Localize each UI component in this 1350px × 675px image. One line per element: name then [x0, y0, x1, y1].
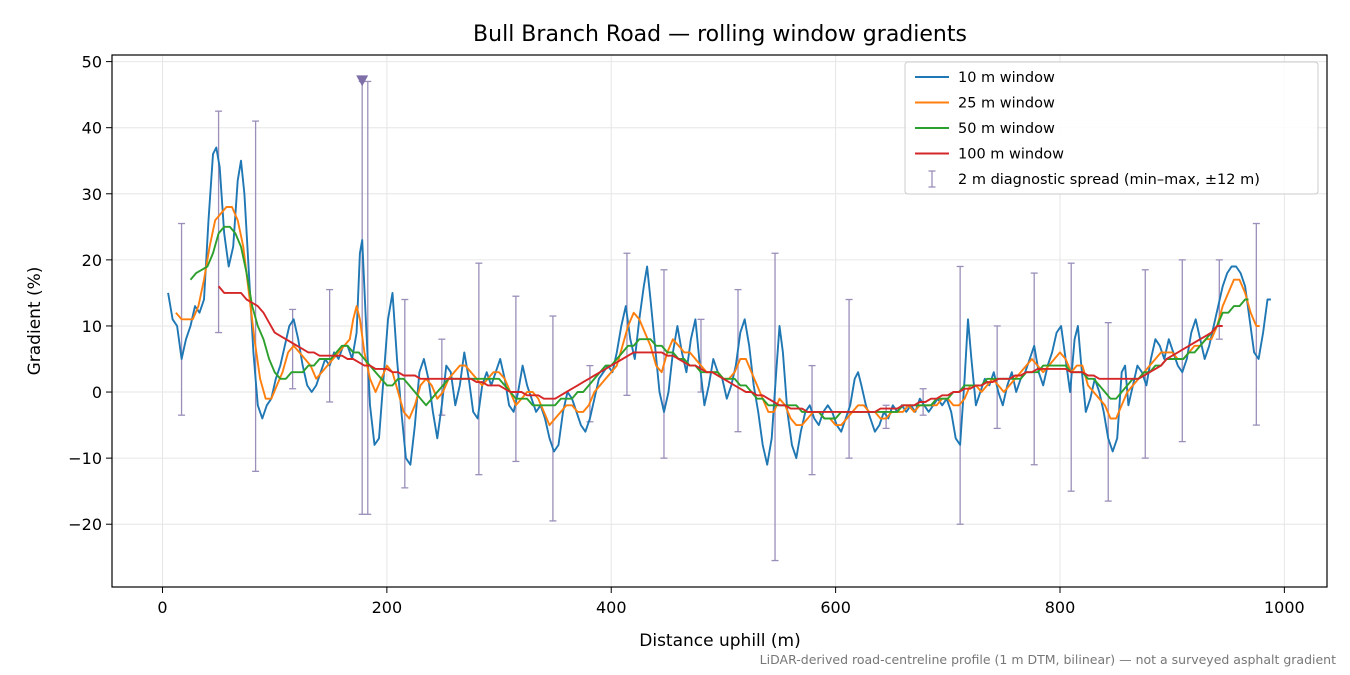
marker-layer — [356, 75, 369, 87]
error-bar — [956, 265, 964, 525]
error-bar — [512, 295, 520, 463]
x-tick-label: 400 — [596, 598, 627, 617]
error-bar — [586, 364, 594, 423]
y-tick-label: 20 — [82, 251, 102, 270]
x-tick-label: 800 — [1045, 598, 1076, 617]
series-line-4 — [217, 285, 1223, 413]
error-bar — [623, 252, 631, 396]
legend-label: 2 m diagnostic spread (min–max, ±12 m) — [958, 172, 1260, 188]
y-tick-label: 10 — [82, 317, 102, 336]
y-tick-label: 40 — [82, 119, 102, 138]
y-tick-label: −10 — [68, 449, 102, 468]
legend-label: 25 m window — [958, 96, 1055, 112]
grid — [112, 55, 1327, 587]
error-bar — [326, 288, 334, 403]
chart-title: Bull Branch Road — rolling window gradie… — [473, 22, 967, 47]
y-tick-label: 0 — [92, 383, 102, 402]
legend-label: 100 m window — [958, 147, 1064, 163]
error-bar — [1141, 269, 1149, 459]
y-tick-label: −20 — [68, 515, 102, 534]
x-axis-label: Distance uphill (m) — [639, 631, 800, 651]
error-bar — [845, 298, 853, 459]
legend-box — [904, 61, 1319, 195]
x-tick-label: 600 — [820, 598, 851, 617]
error-bar — [215, 110, 223, 334]
error-bar — [549, 315, 557, 522]
error-bar — [734, 288, 742, 433]
error-bar — [252, 120, 260, 472]
legend-label: 10 m window — [958, 70, 1055, 86]
error-bar — [1030, 272, 1038, 466]
series-lines — [167, 146, 1271, 466]
peak-marker — [356, 75, 369, 87]
error-bar — [808, 364, 816, 476]
x-ticks: 0 200 400 600 800 1000 — [157, 587, 1305, 617]
x-tick-label: 1000 — [1264, 598, 1305, 617]
error-bar — [993, 325, 1001, 430]
error-bar — [475, 262, 483, 476]
x-tick-label: 200 — [372, 598, 403, 617]
legend-swatch — [928, 170, 936, 188]
error-bar — [364, 80, 372, 515]
y-tick-label: 50 — [82, 53, 102, 72]
x-tick-label: 0 — [157, 598, 167, 617]
legend-label: 50 m window — [958, 121, 1055, 137]
y-ticks: −20 −10 0 10 20 30 40 50 — [68, 53, 112, 534]
y-tick-label: 30 — [82, 185, 102, 204]
plot-frame — [111, 54, 1328, 588]
legend[interactable]: 10 m window 25 m window 50 m window 100 m w… — [904, 61, 1319, 195]
y-axis-label: Gradient (%) — [25, 267, 45, 376]
footnote: LiDAR-derived road-centreline profile (1… — [760, 652, 1336, 667]
